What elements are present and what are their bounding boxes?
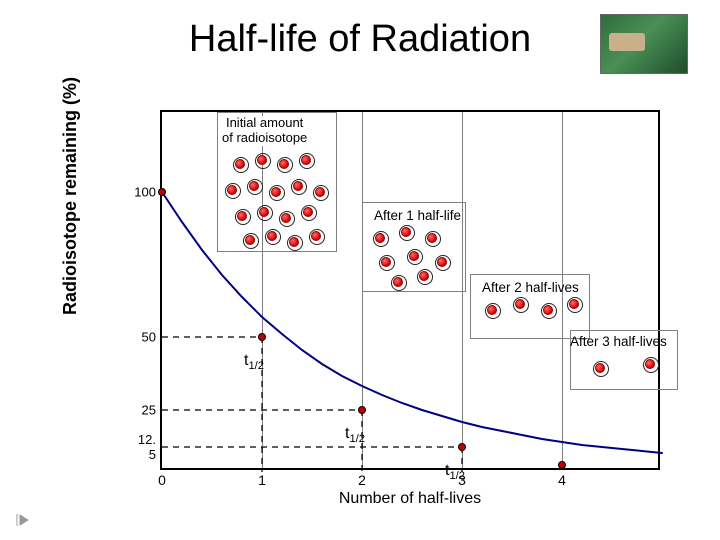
x-tick-label: 0 bbox=[158, 472, 166, 488]
atom-icon bbox=[399, 225, 413, 239]
after-3-box-anno: After 3 half-lives bbox=[570, 334, 667, 349]
after-1-box-anno: After 1 half-life bbox=[374, 208, 461, 223]
atom-icon bbox=[265, 229, 279, 243]
atom-icon bbox=[233, 157, 247, 171]
atom-icon bbox=[435, 255, 449, 269]
atom-icon bbox=[541, 303, 555, 317]
after-2-box-anno: After 2 half-lives bbox=[482, 280, 579, 295]
atom-icon bbox=[269, 185, 283, 199]
atom-icon bbox=[425, 231, 439, 245]
atom-icon bbox=[299, 153, 313, 167]
atom-icon bbox=[225, 183, 239, 197]
atom-icon bbox=[279, 211, 293, 225]
atom-icon bbox=[313, 185, 327, 199]
y-axis-label: Radioisotope remaining (%) bbox=[60, 77, 81, 315]
device-thumbnail bbox=[600, 14, 688, 74]
t-half-label: t1/2 bbox=[345, 425, 365, 445]
atom-icon bbox=[593, 361, 607, 375]
atom-icon bbox=[567, 297, 581, 311]
atom-icon bbox=[243, 233, 257, 247]
x-tick-label: 1 bbox=[258, 472, 266, 488]
x-tick-label: 3 bbox=[458, 472, 466, 488]
atom-icon bbox=[379, 255, 393, 269]
back-icon[interactable] bbox=[14, 512, 30, 528]
atom-icon bbox=[485, 303, 499, 317]
atom-icon bbox=[255, 153, 269, 167]
atom-icon bbox=[291, 179, 305, 193]
y-tick-label: 50 bbox=[142, 330, 156, 345]
atom-icon bbox=[247, 179, 261, 193]
atom-icon bbox=[287, 235, 301, 249]
initial-box-label: Initial amountof radioisotope bbox=[222, 116, 307, 146]
atom-icon bbox=[309, 229, 323, 243]
t-half-label: t1/2 bbox=[244, 352, 264, 372]
curve-marker bbox=[358, 406, 366, 414]
x-tick-label: 4 bbox=[558, 472, 566, 488]
x-tick-label: 2 bbox=[358, 472, 366, 488]
halflife-plot: Initial amountof radioisotope After 1 hal… bbox=[160, 110, 660, 470]
curve-marker bbox=[158, 188, 166, 196]
atom-icon bbox=[407, 249, 421, 263]
atom-icon bbox=[391, 275, 405, 289]
atom-icon bbox=[513, 297, 527, 311]
atom-icon bbox=[235, 209, 249, 223]
curve-marker bbox=[458, 443, 466, 451]
curve-marker bbox=[558, 461, 566, 469]
atom-icon bbox=[277, 157, 291, 171]
y-tick-label: 100 bbox=[134, 185, 156, 200]
atom-icon bbox=[257, 205, 271, 219]
atom-icon bbox=[417, 269, 431, 283]
curve-marker bbox=[258, 333, 266, 341]
atom-icon bbox=[301, 205, 315, 219]
atom-icon bbox=[373, 231, 387, 245]
y-tick-label: 12. 5 bbox=[138, 432, 156, 462]
atom-icon bbox=[643, 357, 657, 371]
y-tick-label: 25 bbox=[142, 403, 156, 418]
x-axis-label: Number of half-lives bbox=[162, 490, 658, 508]
